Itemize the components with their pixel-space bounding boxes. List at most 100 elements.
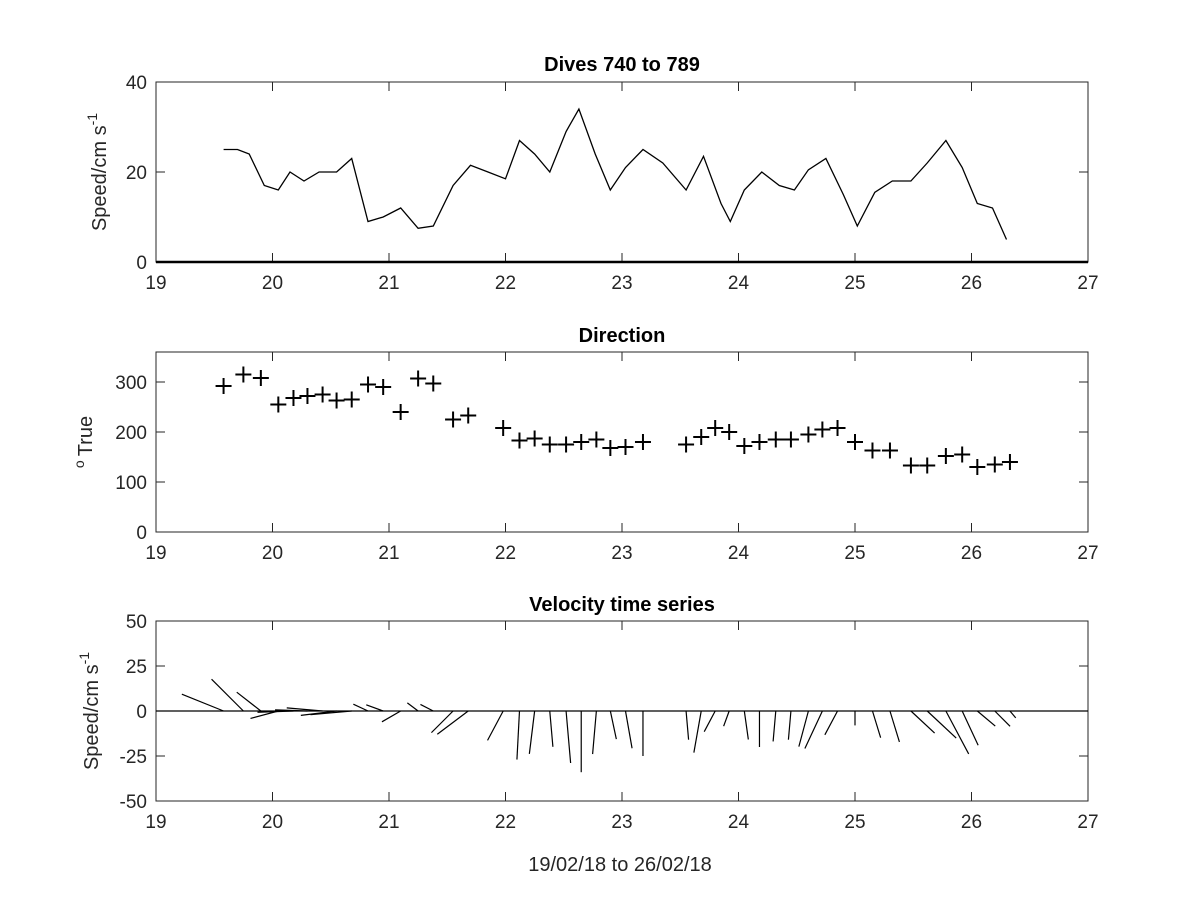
x-tick-label: 23 — [611, 273, 632, 294]
y-tick-label: 25 — [126, 657, 147, 678]
direction-marker — [986, 456, 1003, 473]
velocity-stick — [945, 710, 970, 755]
y-tick-label: 20 — [126, 163, 147, 184]
velocity-stick — [871, 710, 882, 738]
velocity-stick — [406, 702, 419, 712]
direction-marker — [829, 420, 846, 436]
direction-panel-ylabel-degree: o — [71, 460, 87, 468]
velocity-stick — [431, 710, 454, 734]
velocity-panel-title: Velocity time series — [529, 594, 715, 616]
direction-marker — [847, 434, 863, 450]
velocity-stick — [624, 710, 633, 749]
speed-series-line — [223, 107, 1008, 240]
y-tick-label: 300 — [115, 373, 147, 394]
direction-marker — [617, 439, 634, 455]
x-tick-label: 27 — [1077, 812, 1098, 833]
direction-marker — [299, 388, 316, 404]
x-tick-label: 20 — [262, 273, 283, 294]
direction-marker — [800, 426, 817, 443]
direction-marker — [235, 366, 252, 383]
x-tick-label: 24 — [728, 543, 750, 564]
direction-marker — [252, 370, 269, 386]
direction-marker — [881, 442, 898, 459]
velocity-stick — [381, 710, 401, 723]
velocity-stick — [703, 710, 716, 732]
x-tick-label: 21 — [378, 812, 399, 833]
velocity-stick — [286, 707, 323, 712]
x-tick-label: 22 — [495, 812, 516, 833]
x-tick-label: 26 — [961, 812, 982, 833]
direction-marker — [721, 424, 738, 440]
velocity-stick — [910, 710, 936, 734]
velocity-stick — [436, 710, 469, 735]
direction-marker — [215, 378, 232, 394]
speed-panel-ylabel-text: Speed/cm s — [89, 125, 111, 231]
direction-marker — [375, 379, 392, 395]
direction-marker — [707, 420, 724, 436]
x-tick-label: 24 — [728, 273, 750, 294]
velocity-stick — [420, 703, 434, 712]
x-tick-label: 27 — [1077, 543, 1098, 564]
y-tick-label: -50 — [120, 792, 147, 813]
velocity-panel-ylabel-exponent: -1 — [76, 652, 92, 665]
velocity-stick — [592, 710, 597, 755]
velocity-stick — [976, 710, 996, 727]
direction-panel-ylabel-text: True — [75, 416, 97, 456]
direction-marker — [919, 457, 936, 474]
direction-marker — [495, 420, 512, 436]
direction-marker — [558, 436, 575, 453]
x-tick-label: 21 — [378, 543, 399, 564]
direction-marker — [902, 457, 919, 474]
velocity-panel-ticks: 19 20 21 22 23 24 25 26 27 -50 -25 0 25 50 — [120, 612, 1099, 833]
velocity-stick — [565, 710, 572, 764]
direction-marker — [693, 429, 710, 445]
x-tick-label: 22 — [495, 273, 516, 294]
x-tick-label: 20 — [262, 812, 283, 833]
x-tick-label: 20 — [262, 543, 283, 564]
x-tick-label: 19 — [145, 543, 166, 564]
direction-marker — [460, 407, 477, 424]
x-tick-label: 26 — [961, 543, 982, 564]
velocity-stick — [300, 710, 337, 716]
velocity-stick — [353, 703, 369, 712]
x-tick-label: 21 — [378, 273, 399, 294]
x-tick-label: 23 — [611, 812, 632, 833]
direction-marker — [285, 390, 302, 406]
direction-marker — [343, 391, 360, 408]
velocity-stick — [804, 710, 823, 749]
x-tick-label: 25 — [844, 273, 865, 294]
direction-marker — [360, 376, 377, 393]
x-tick-label: 26 — [961, 273, 982, 294]
direction-marker — [392, 404, 409, 420]
x-tick-label: 25 — [844, 812, 865, 833]
velocity-stick — [1009, 710, 1017, 719]
x-tick-label: 19 — [145, 273, 166, 294]
velocity-stick — [961, 710, 979, 746]
x-tick-label: 23 — [611, 543, 632, 564]
x-tick-label: 19 — [145, 812, 166, 833]
velocity-stick — [743, 710, 749, 740]
direction-marker — [410, 370, 427, 387]
velocity-stick — [824, 710, 839, 736]
direction-marker — [954, 446, 971, 463]
x-tick-label: 25 — [844, 543, 865, 564]
direction-markers — [215, 366, 1018, 475]
velocity-stick — [211, 678, 244, 712]
direction-marker — [541, 436, 558, 453]
speed-panel-title: Dives 740 to 789 — [544, 54, 700, 76]
direction-marker — [782, 431, 799, 448]
direction-marker — [445, 411, 462, 428]
x-tick-label: 22 — [495, 543, 516, 564]
velocity-stick — [516, 710, 521, 760]
x-tick-label: 27 — [1077, 273, 1098, 294]
velocity-stick — [926, 710, 957, 739]
velocity-sticks — [156, 678, 1088, 773]
direction-marker — [270, 396, 287, 413]
direction-marker — [736, 438, 753, 454]
direction-marker — [314, 386, 331, 403]
velocity-stick — [181, 693, 224, 712]
velocity-stick — [685, 710, 690, 740]
y-tick-label: -25 — [120, 747, 147, 768]
y-tick-label: 50 — [126, 612, 147, 633]
